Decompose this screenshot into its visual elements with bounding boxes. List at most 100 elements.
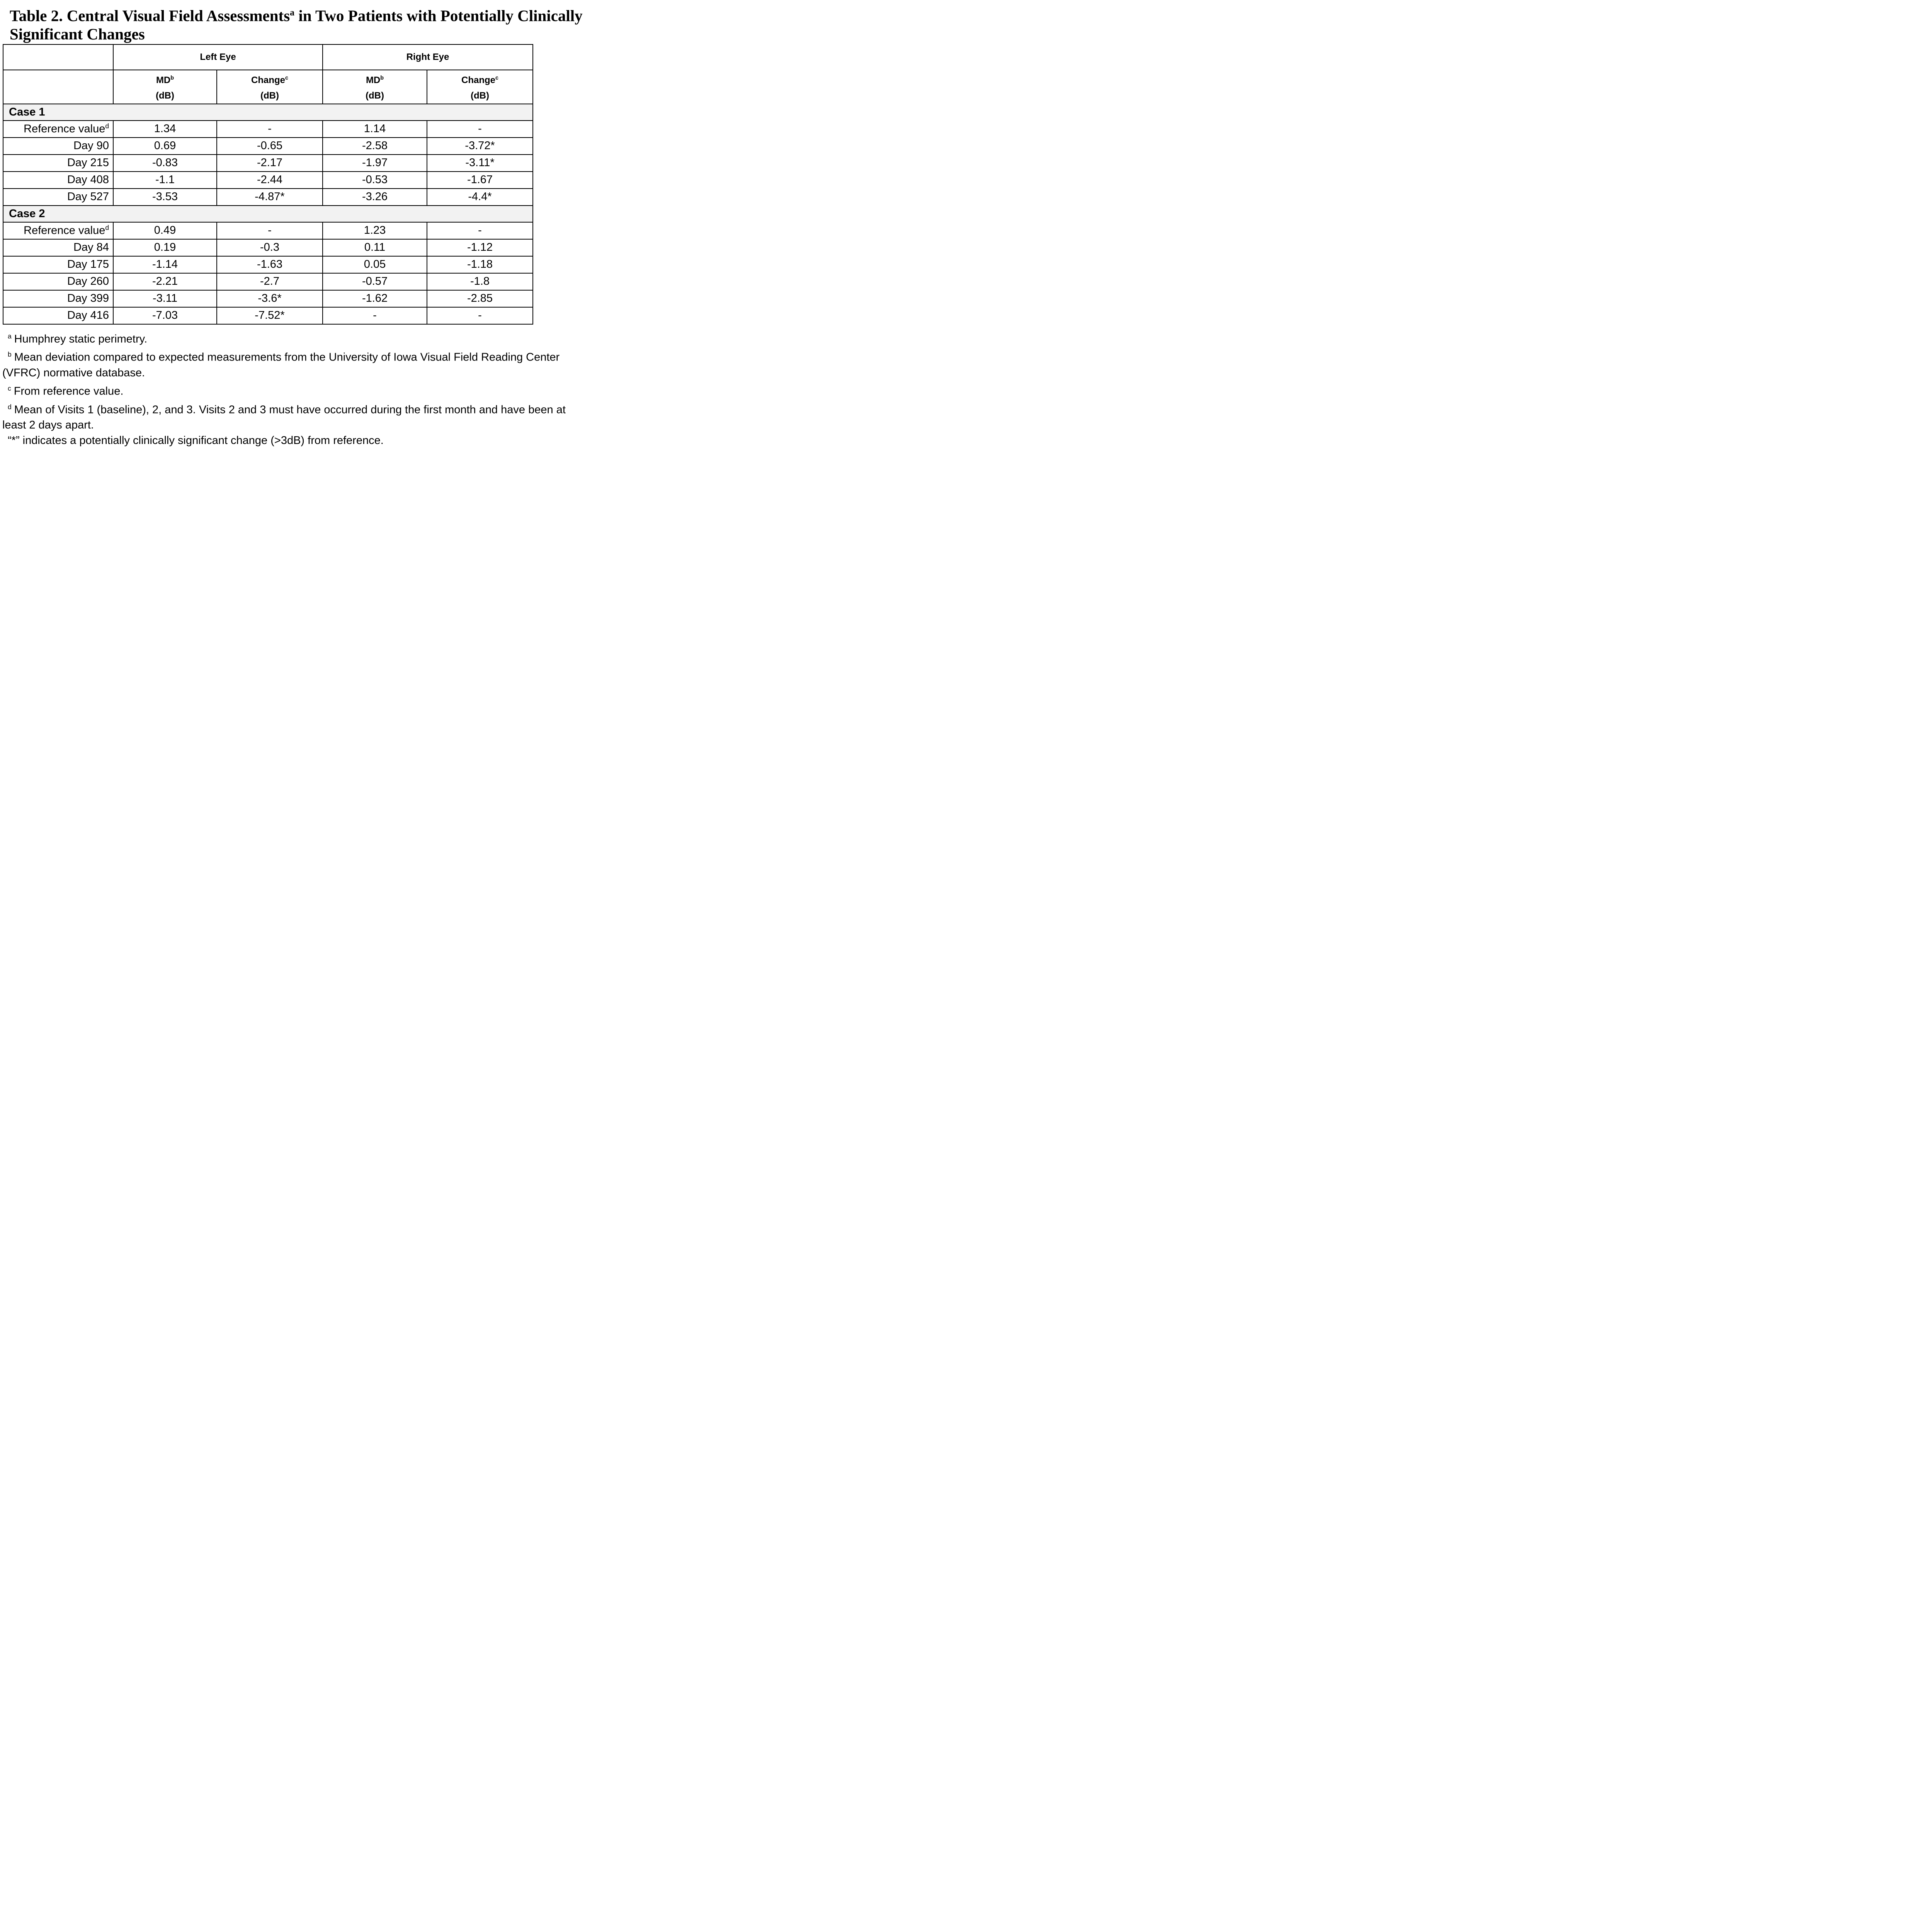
header-left-eye: Left Eye <box>113 44 323 70</box>
footnote-a: a Humphrey static perimetry. <box>2 328 600 347</box>
value-cell: -3.72* <box>427 137 533 155</box>
value-cell: - <box>427 120 533 138</box>
md-superscript-b: b <box>380 75 384 81</box>
header-empty-cell <box>3 44 114 70</box>
row-label-cell: Day 90 <box>3 137 114 155</box>
header-md-right-label: MDb <box>323 70 427 88</box>
page-root: Table 2. Central Visual Field Assessment… <box>0 0 600 456</box>
case-2-row: Case 2 <box>3 205 533 223</box>
table-title: Table 2. Central Visual Field Assessment… <box>10 4 600 43</box>
value-cell: -0.83 <box>113 154 217 172</box>
table-row: Day 175 -1.14 -1.63 0.05 -1.18 <box>3 255 533 274</box>
assessments-table: Left Eye Right Eye MDb (dB) Changec (dB)… <box>3 44 533 325</box>
row-label-cell: Day 527 <box>3 188 114 206</box>
table-title-text-cont: in Two Patients with Potentially Clinica… <box>294 7 583 25</box>
value-cell: -3.11 <box>113 289 217 308</box>
footnote-b: b Mean deviation compared to expected mea… <box>2 347 600 365</box>
value-cell: - <box>427 221 533 240</box>
case-label: Case 1 <box>3 103 533 121</box>
row-label-cell: Day 260 <box>3 272 114 291</box>
eye-header-row: Left Eye Right Eye <box>3 44 533 70</box>
md-label: MD <box>366 75 381 85</box>
value-cell: -3.11* <box>427 154 533 172</box>
row-label: Reference value <box>24 224 105 237</box>
header-md-left-unit: (dB) <box>156 90 174 101</box>
header-change-left: Changec (dB) <box>216 69 323 104</box>
value-cell: 0.11 <box>322 238 427 257</box>
reference-superscript-d: d <box>105 122 109 130</box>
value-cell: 1.14 <box>322 120 427 138</box>
header-change-right-label: Changec <box>427 70 532 88</box>
header-change-right: Changec (dB) <box>427 69 533 104</box>
value-cell: 1.23 <box>322 221 427 240</box>
table-title-text: Table 2. Central Visual Field Assessment… <box>10 7 290 25</box>
value-cell: -1.63 <box>216 255 323 274</box>
value-cell: -7.03 <box>113 306 217 325</box>
table-row: Day 84 0.19 -0.3 0.11 -1.12 <box>3 238 533 257</box>
footnote-c: c From reference value. <box>2 381 600 399</box>
value-cell: -3.53 <box>113 188 217 206</box>
reference-superscript-d: d <box>105 224 109 232</box>
value-cell: -2.44 <box>216 171 323 189</box>
value-cell: 0.69 <box>113 137 217 155</box>
row-label-cell: Day 175 <box>3 255 114 274</box>
header-change-right-unit: (dB) <box>471 90 489 101</box>
value-cell: -0.57 <box>322 272 427 291</box>
value-cell: - <box>322 306 427 325</box>
md-superscript-b: b <box>170 75 174 81</box>
row-label-cell: Day 215 <box>3 154 114 172</box>
footnote-asterisk: “*” indicates a potentially clinically s… <box>8 434 384 447</box>
table-row: Day 408 -1.1 -2.44 -0.53 -1.67 <box>3 171 533 189</box>
value-cell: 0.19 <box>113 238 217 257</box>
header-change-left-label: Changec <box>217 70 322 88</box>
value-cell: -1.8 <box>427 272 533 291</box>
value-cell: -2.21 <box>113 272 217 291</box>
footnote-a-text: Humphrey static perimetry. <box>14 333 148 345</box>
value-cell: -7.52* <box>216 306 323 325</box>
value-cell: -1.67 <box>427 171 533 189</box>
value-cell: -4.87* <box>216 188 323 206</box>
change-superscript-c: c <box>495 75 499 81</box>
table-title-line2: Significant Changes <box>10 25 145 43</box>
value-cell: -2.7 <box>216 272 323 291</box>
change-superscript-c: c <box>285 75 289 81</box>
value-cell: -1.1 <box>113 171 217 189</box>
row-label-cell: Reference valued <box>3 120 114 138</box>
value-cell: 0.49 <box>113 221 217 240</box>
row-label: Reference value <box>24 122 105 135</box>
value-cell: -1.12 <box>427 238 533 257</box>
measure-header-row: MDb (dB) Changec (dB) MDb (dB) Changec (… <box>3 69 533 104</box>
header-change-left-unit: (dB) <box>260 90 279 101</box>
footnote-b-continued: (VFRC) normative database. <box>2 366 145 379</box>
footnote-marker-a: a <box>8 332 12 340</box>
value-cell: -1.18 <box>427 255 533 274</box>
row-label-cell: Reference valued <box>3 221 114 240</box>
header-empty-cell-2 <box>3 69 114 104</box>
value-cell: - <box>216 120 323 138</box>
change-label: Change <box>251 75 285 85</box>
md-label: MD <box>156 75 171 85</box>
value-cell: -3.26 <box>322 188 427 206</box>
footnote-c-text: From reference value. <box>14 385 124 398</box>
footnotes: a Humphrey static perimetry. b Mean deviat… <box>2 328 600 449</box>
table-row: Day 90 0.69 -0.65 -2.58 -3.72* <box>3 137 533 155</box>
row-label-cell: Day 408 <box>3 171 114 189</box>
footnote-d-text: Mean of Visits 1 (baseline), 2, and 3. V… <box>14 403 566 416</box>
header-md-left: MDb (dB) <box>113 69 217 104</box>
footnote-marker-c: c <box>8 384 11 392</box>
value-cell: -0.3 <box>216 238 323 257</box>
row-label-cell: Day 416 <box>3 306 114 325</box>
table-row: Day 527 -3.53 -4.87* -3.26 -4.4* <box>3 188 533 206</box>
title-superscript-a: a <box>290 8 295 18</box>
table-row: Reference valued 0.49 - 1.23 - <box>3 221 533 240</box>
value-cell: -0.65 <box>216 137 323 155</box>
value-cell: -1.97 <box>322 154 427 172</box>
value-cell: - <box>427 306 533 325</box>
header-md-right: MDb (dB) <box>322 69 427 104</box>
table-row: Reference valued 1.34 - 1.14 - <box>3 120 533 138</box>
row-label-cell: Day 399 <box>3 289 114 308</box>
footnote-b-text: Mean deviation compared to expected meas… <box>14 351 560 364</box>
table-row: Day 416 -7.03 -7.52* - - <box>3 306 533 325</box>
change-label: Change <box>461 75 495 85</box>
value-cell: -2.85 <box>427 289 533 308</box>
